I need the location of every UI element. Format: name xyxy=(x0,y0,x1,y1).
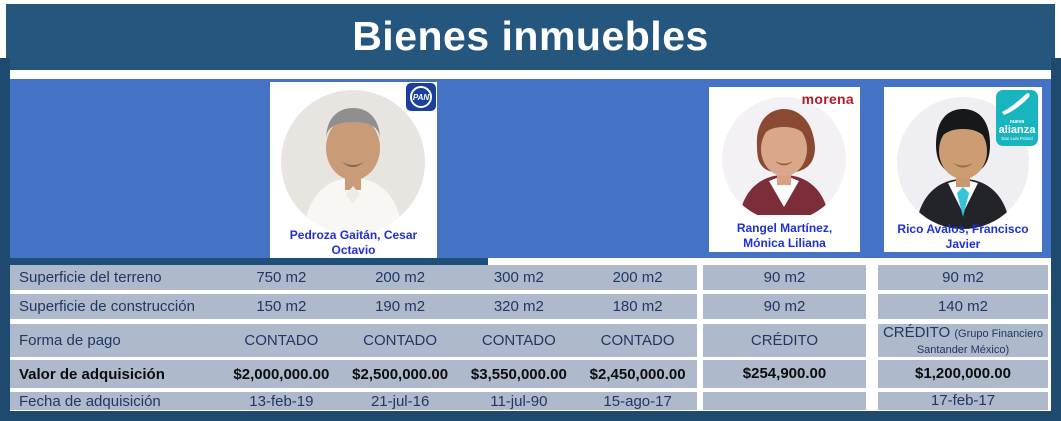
frame-bottom-border xyxy=(0,411,1061,421)
table-row-superficie-terreno-col4: 90 m2 xyxy=(703,265,866,290)
banner-underline xyxy=(10,258,488,265)
candidate-card-alianza: nueva alianza San Luis Potosí Rico Avalo… xyxy=(878,81,1048,258)
row-label-fecha-adquisicion: Fecha de adquisición xyxy=(19,392,161,410)
alianza-nueva-text: nueva xyxy=(1009,119,1025,125)
table-row-valor-adquisicion: Valor de adquisición $2,000,000.00 $2,500,… xyxy=(10,360,697,388)
candidate-name-pedroza: Pedroza Gaitán, Cesar Octavio xyxy=(289,228,418,257)
table-row-superficie-construccion: Superficie de construcción 150 m2 190 m2 32… xyxy=(10,294,697,319)
cell-superficie-terreno-4: 90 m2 xyxy=(763,268,806,286)
cell-valor-adquisicion-5: $1,200,000.00 xyxy=(915,365,1011,383)
candidates-banner xyxy=(10,79,1051,258)
cell-forma-pago-5: CRÉDITO (Grupo Financiero Santander Méxi… xyxy=(882,323,1044,356)
table-row-forma-pago-col5: CRÉDITO (Grupo Financiero Santander Méxi… xyxy=(878,324,1048,357)
cell-valor-adquisicion-0: $2,000,000.00 xyxy=(233,365,330,383)
candidate-card-pan: PAN Pedroza Gaitán, Cesar Octavio xyxy=(270,82,437,258)
cell-superficie-terreno-2: 300 m2 xyxy=(493,269,544,286)
cell-superficie-terreno-0: 750 m2 xyxy=(256,269,307,286)
cell-valor-adquisicion-2: $3,550,000.00 xyxy=(470,365,567,383)
cell-superficie-construccion-1: 190 m2 xyxy=(375,298,426,315)
cell-forma-pago-4: CRÉDITO xyxy=(750,331,819,349)
cell-fecha-adquisicion-5: 17-feb-17 xyxy=(930,392,996,410)
table-row-fecha-adquisicion-col5: 17-feb-17 xyxy=(878,392,1048,410)
row-label-valor-adquisicion: Valor de adquisición xyxy=(19,365,165,383)
pan-logo-text: PAN xyxy=(412,92,430,102)
alianza-logo-text: alianza xyxy=(998,124,1036,136)
cell-superficie-terreno-5: 90 m2 xyxy=(942,268,984,286)
table-row-superficie-terreno-col5: 90 m2 xyxy=(878,265,1048,290)
candidate-card-morena: morena Rangel Martínez, Mónica Liliana xyxy=(703,81,866,258)
cell-forma-pago-2: CONTADO xyxy=(481,332,556,349)
table-row-forma-pago-col4: CRÉDITO xyxy=(703,324,866,357)
cell-superficie-construccion-4: 90 m2 xyxy=(763,297,806,315)
alianza-slp-text: San Luis Potosí xyxy=(1001,136,1033,141)
cell-valor-adquisicion-1: $2,500,000.00 xyxy=(352,365,449,383)
table-row-valor-adquisicion-col5: $1,200,000.00 xyxy=(878,360,1048,388)
frame-right-border xyxy=(1051,58,1061,421)
header-band: Bienes inmuebles xyxy=(6,4,1055,70)
candidate-photo-rangel xyxy=(709,87,860,215)
table-row-superficie-construccion-col4: 90 m2 xyxy=(703,294,866,319)
cell-fecha-adquisicion-1: 21-jul-16 xyxy=(370,392,430,410)
row-label-forma-pago: Forma de pago xyxy=(19,332,121,349)
cell-superficie-construccion-3: 180 m2 xyxy=(612,298,663,315)
table-row-superficie-terreno: Superficie del terreno 750 m2 200 m2 300 m2… xyxy=(10,265,697,290)
table-row-fecha-adquisicion: Fecha de adquisición 13-feb-19 21-jul-16 11… xyxy=(10,392,697,410)
pan-logo-icon: PAN xyxy=(406,83,436,111)
cell-valor-adquisicion-4: $254,900.00 xyxy=(742,365,827,383)
page-title: Bienes inmuebles xyxy=(352,13,709,59)
morena-logo: morena xyxy=(801,91,854,107)
row-label-superficie-construccion: Superficie de construcción xyxy=(19,298,195,315)
cell-fecha-adquisicion-3: 15-ago-17 xyxy=(603,392,672,410)
cell-superficie-terreno-3: 200 m2 xyxy=(612,269,663,286)
cell-forma-pago-1: CONTADO xyxy=(363,332,438,349)
table-row-valor-adquisicion-col4: $254,900.00 xyxy=(703,360,866,388)
cell-superficie-terreno-1: 200 m2 xyxy=(375,269,426,286)
cell-valor-adquisicion-3: $2,450,000.00 xyxy=(589,365,686,383)
candidate-name-rico: Rico Avalos, Francisco Javier xyxy=(897,222,1029,251)
cell-forma-pago-3: CONTADO xyxy=(600,332,675,349)
cell-superficie-construccion-5: 140 m2 xyxy=(937,297,989,315)
nueva-alianza-logo: nueva alianza San Luis Potosí xyxy=(996,90,1038,146)
frame-left-border xyxy=(0,58,10,421)
candidate-name-rangel: Rangel Martínez, Mónica Liliana xyxy=(736,221,833,250)
cell-fecha-adquisicion-2: 11-jul-90 xyxy=(490,392,548,410)
cell-forma-pago-0: CONTADO xyxy=(244,332,319,349)
cell-fecha-adquisicion-0: 13-feb-19 xyxy=(249,392,314,410)
table-row-superficie-construccion-col5: 140 m2 xyxy=(878,294,1048,319)
cell-superficie-construccion-2: 320 m2 xyxy=(493,298,544,315)
table-row-forma-pago: Forma de pago CONTADO CONTADO CONTADO CONTAD… xyxy=(10,324,697,357)
table-row-fecha-adquisicion-col4 xyxy=(703,392,866,410)
row-label-superficie-terreno: Superficie del terreno xyxy=(19,269,162,286)
cell-superficie-construccion-0: 150 m2 xyxy=(256,298,307,315)
